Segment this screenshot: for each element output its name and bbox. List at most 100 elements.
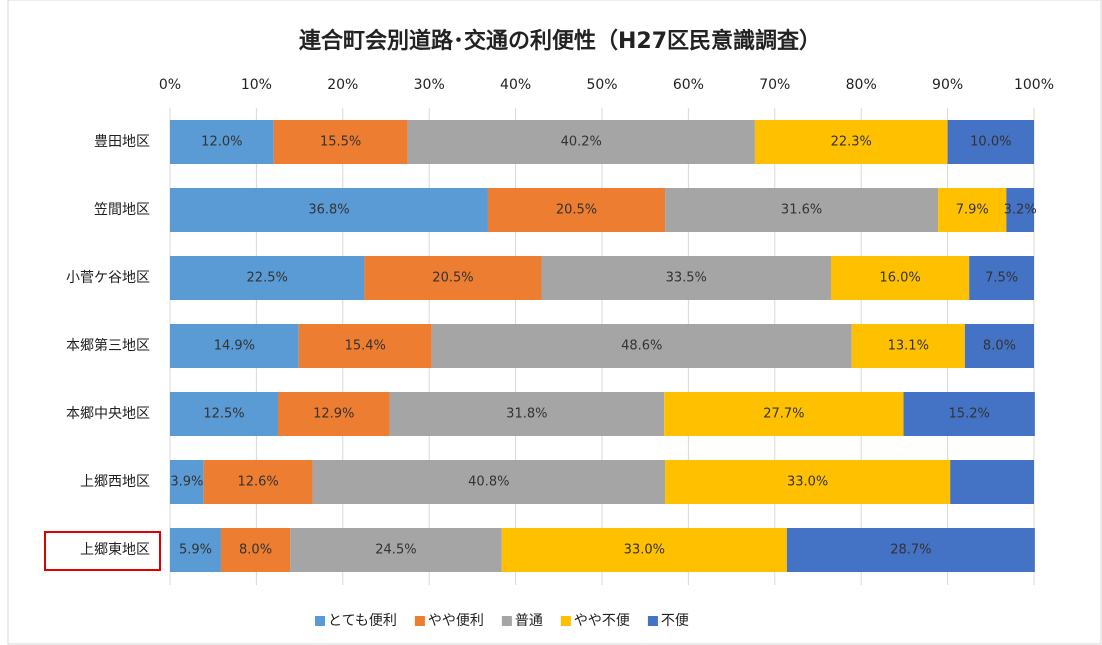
y-tick-label: 上郷西地区 [80,474,150,490]
x-tick-label: 60% [673,77,704,93]
x-tick-label: 80% [846,77,877,93]
bar-segment [220,528,291,572]
data-label: 3.9% [170,475,203,490]
data-label: 14.9% [214,339,255,354]
bar-segment [273,120,408,164]
data-label: 20.5% [556,203,597,218]
data-label: 36.8% [308,203,349,218]
data-label: 15.2% [949,407,990,422]
data-label: 15.5% [320,135,361,150]
bar-segment [170,528,221,572]
x-tick-label: 100% [1014,77,1054,93]
x-tick-label: 40% [500,77,531,93]
legend-swatch [560,616,571,626]
bar-segment [298,324,432,368]
data-label: 24.5% [375,543,416,558]
bar-segment [170,460,204,504]
x-tick-label: 90% [932,77,963,93]
bar-segment [170,188,488,232]
data-label: 31.6% [781,203,822,218]
legend-swatch [647,616,658,626]
legend-label: とても便利 [328,613,397,629]
bar-segment [851,324,965,368]
bar-segment [170,392,278,436]
x-tick-label: 30% [414,77,445,93]
bar-segment [665,460,951,504]
data-label: 12.5% [203,407,244,422]
data-label: 40.2% [561,135,602,150]
bar-segment [170,256,365,300]
y-tick-label: 小菅ケ谷地区 [66,270,150,286]
data-label: 5.9% [179,543,212,558]
data-label: 28.7% [890,543,931,558]
bar-segment [964,324,1034,368]
bar-segment [754,120,948,164]
bar-segment [541,256,831,300]
bar-segment [203,460,313,504]
legend-swatch [501,616,512,626]
bar-segment [170,324,299,368]
x-tick-label: 0% [159,77,181,93]
legend-label: 普通 [515,613,543,629]
bar-segment [950,460,1034,504]
data-label: 33.5% [666,271,707,286]
y-tick-label: 本郷第三地区 [66,337,150,354]
highlight-box [44,531,161,571]
bar-segment [487,188,666,232]
data-label: 7.9% [956,203,989,218]
data-label: 15.4% [345,339,386,354]
x-tick-label: 70% [759,77,790,93]
bar-segment [786,528,1035,572]
data-label: 13.1% [888,339,929,354]
data-label: 8.0% [983,339,1016,354]
bar-segment [389,392,665,436]
bar-segment [665,188,939,232]
legend-label: やや不便 [574,613,630,629]
data-label: 22.5% [247,271,288,286]
bar-segment [947,120,1034,164]
bar-segment [278,392,390,436]
data-label: 3.2% [1004,203,1037,218]
data-label: 31.8% [506,407,547,422]
bar-segment [407,120,755,164]
chart-title: 連合町会別道路･交通の利便性（H27区民意識調査） [299,28,821,54]
data-label: 48.6% [621,339,662,354]
bar-segment [431,324,852,368]
x-tick-label: 10% [241,77,272,93]
bar-segment [170,120,274,164]
data-label: 33.0% [624,543,665,558]
bar-segment [290,528,502,572]
legend-swatch [414,616,425,626]
data-label: 22.3% [831,135,872,150]
data-label: 40.8% [468,475,509,490]
data-label: 16.0% [879,271,920,286]
x-tick-label: 20% [327,77,358,93]
bar-segment [969,256,1034,300]
legend-label: やや便利 [428,613,484,629]
y-tick-label: 上郷東地区 [80,542,150,558]
bar-segment [364,256,542,300]
y-tick-label: 本郷中央地区 [66,406,150,422]
bar-segment [903,392,1035,436]
bar-segment [312,460,666,504]
bar-segment [938,188,1007,232]
data-label: 12.9% [313,407,354,422]
data-label: 12.0% [201,135,242,150]
data-label: 33.0% [787,475,828,490]
y-tick-label: 笠間地区 [94,202,150,218]
bar-segment [664,392,904,436]
data-label: 27.7% [763,407,804,422]
x-tick-label: 50% [586,77,617,93]
data-label: 12.6% [237,475,278,490]
bar-segment [501,528,787,572]
bar-segment [830,256,970,300]
bar-segment [1006,188,1034,232]
data-label: 8.0% [239,543,272,558]
data-label: 20.5% [432,271,473,286]
data-label: 7.5% [985,271,1018,286]
y-tick-label: 豊田地区 [94,134,150,150]
legend-label: 不便 [661,613,689,629]
data-label: 10.0% [970,135,1011,150]
legend-swatch [315,616,325,626]
